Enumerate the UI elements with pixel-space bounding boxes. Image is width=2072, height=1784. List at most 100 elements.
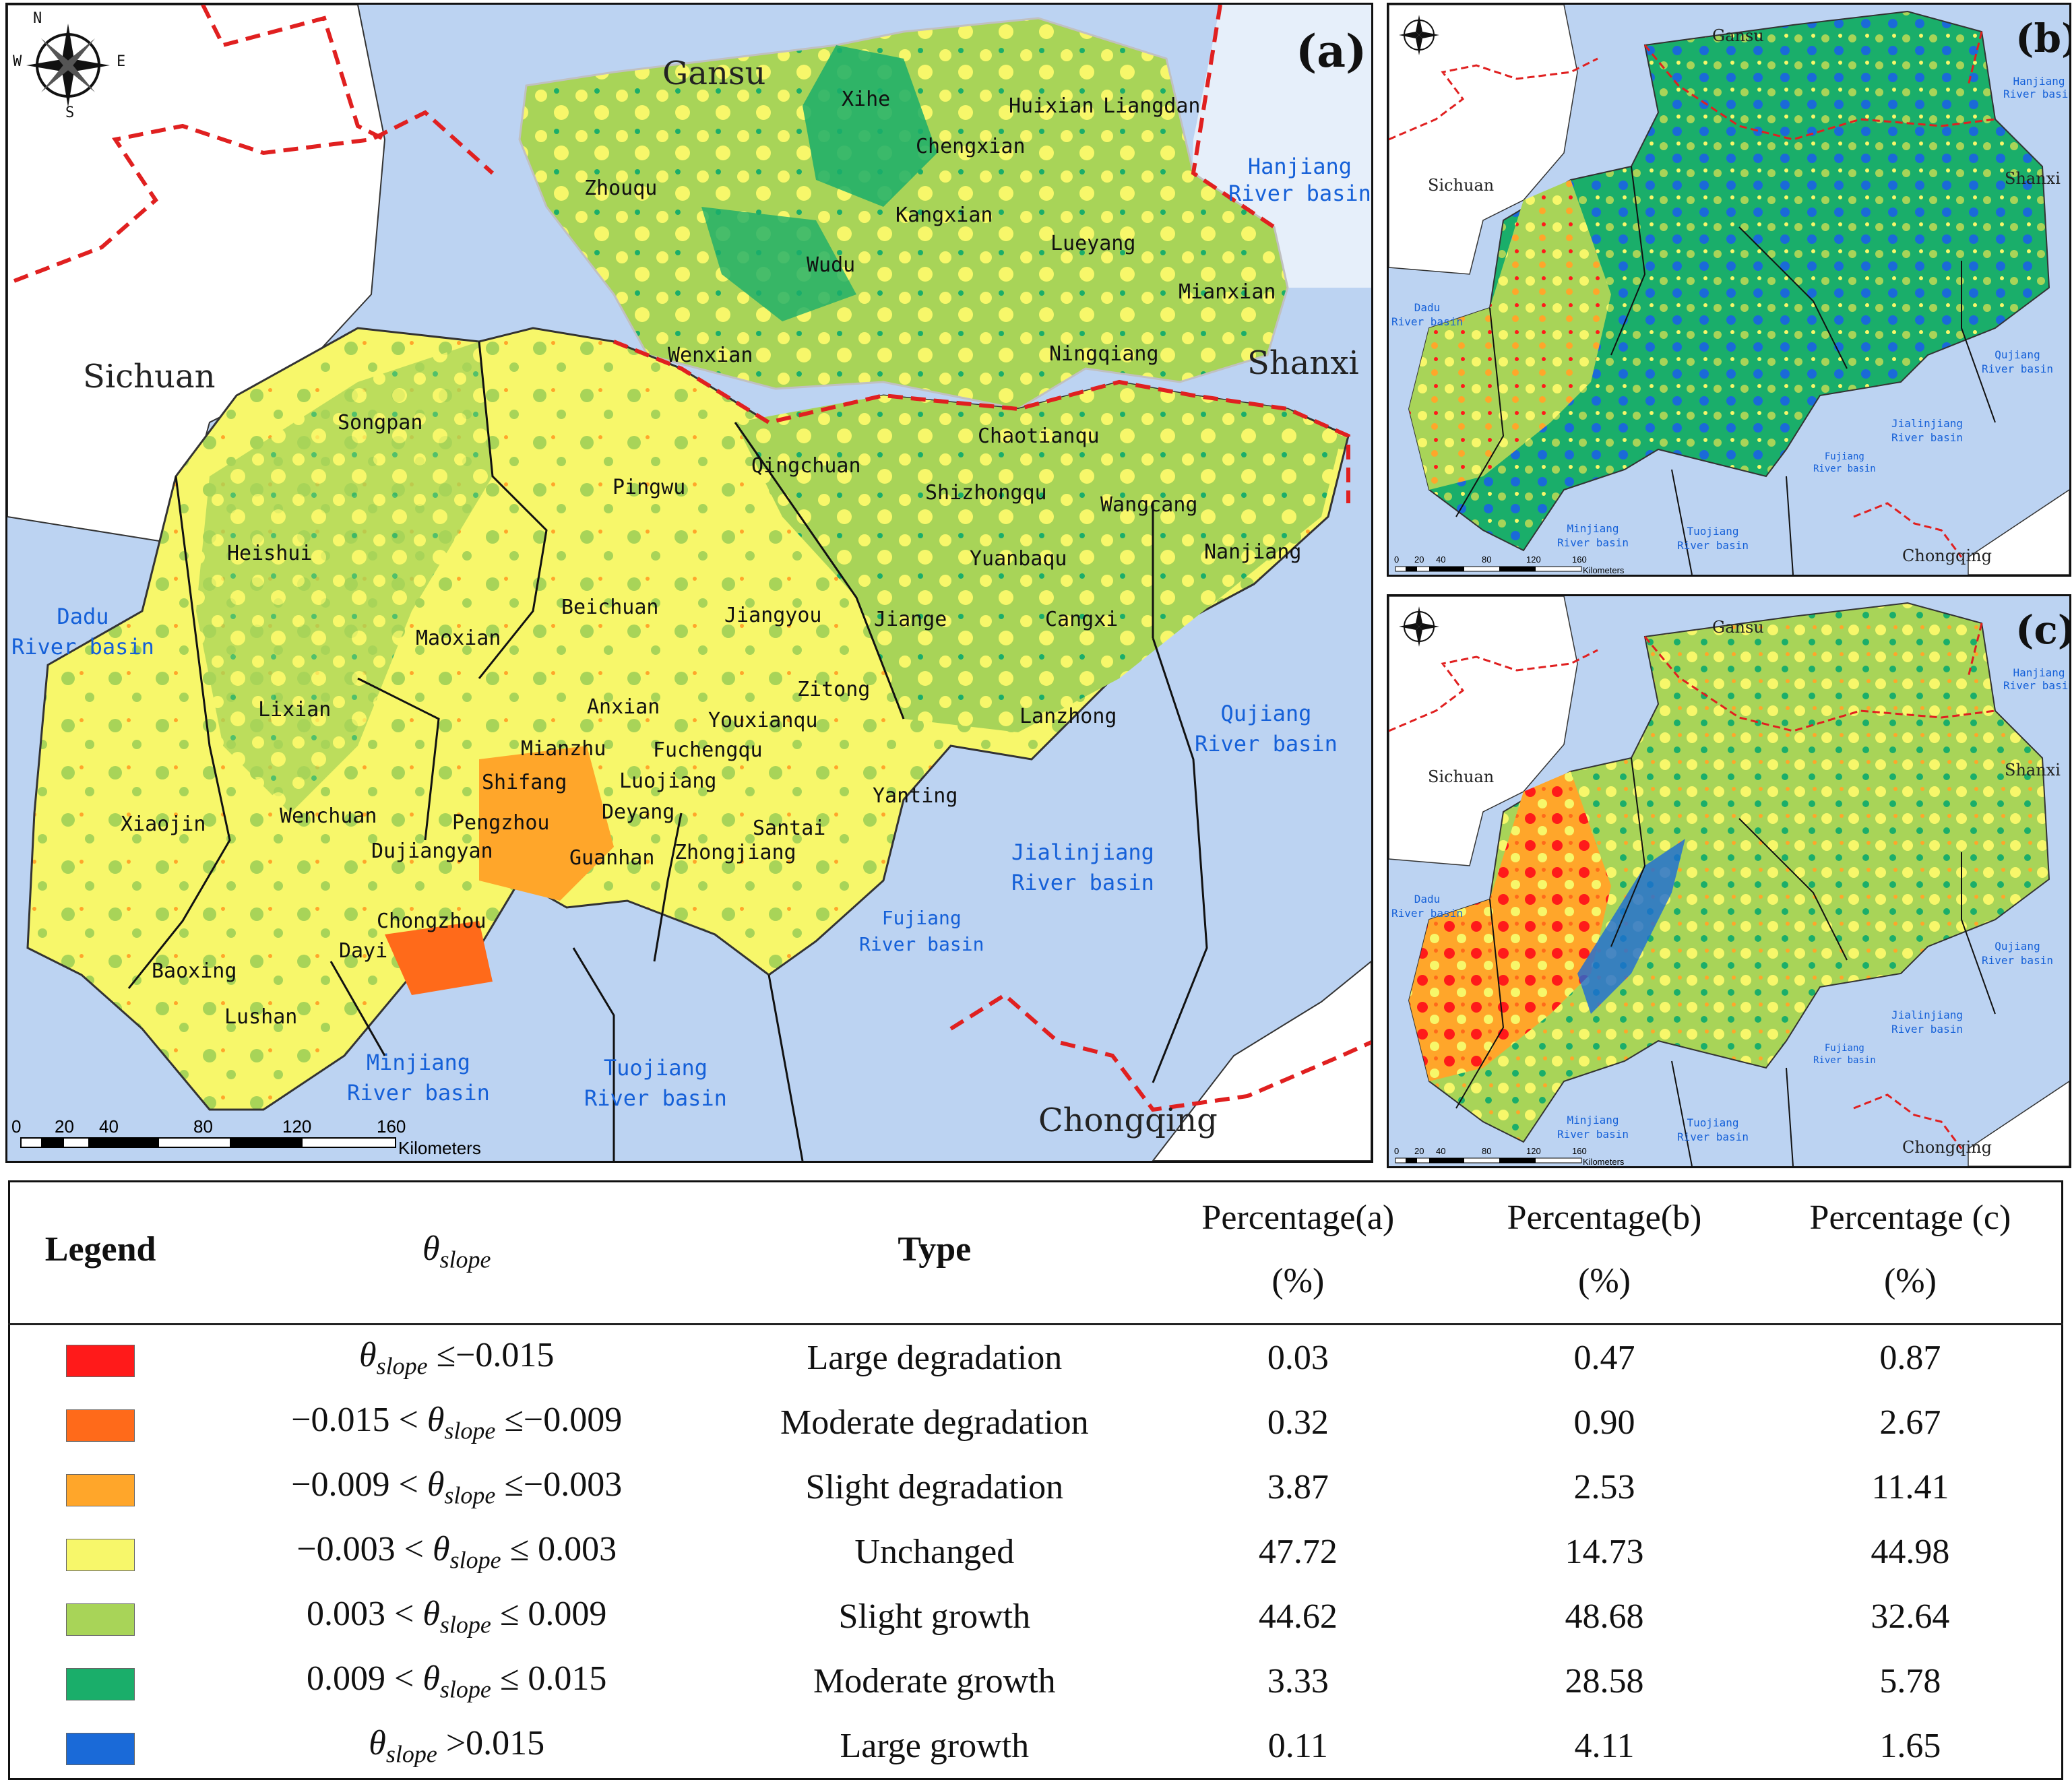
county-label: Wudu [807, 253, 856, 277]
legend-swatch-cell [9, 1519, 191, 1584]
percentage-a: 44.62 [1258, 1597, 1338, 1636]
county-label: Deyang [602, 800, 675, 824]
range-upper: ≤ 0.015 [491, 1659, 607, 1698]
percentage-a: 3.87 [1267, 1467, 1329, 1506]
county-label: Nanjiang [1204, 540, 1302, 564]
scale-tick: 40 [99, 1116, 119, 1137]
map-c-canvas [1389, 596, 2069, 1166]
basin-jialinjiang-label: Jialinjiang River basin [1891, 1009, 1963, 1036]
county-label: Yuanbaqu [970, 547, 1067, 571]
county-label: Kangxian [896, 203, 993, 227]
scale-tick: 160 [377, 1116, 406, 1137]
county-label: Mianzhu [521, 737, 606, 761]
county-label: Shizhongqu [925, 481, 1047, 505]
county-label: Beichuan [561, 596, 659, 619]
range-upper: ≤ 0.009 [491, 1594, 607, 1633]
percentage-c: 5.78 [1879, 1661, 1941, 1700]
scale-tick: 120 [282, 1116, 312, 1137]
percentage-c: 44.98 [1871, 1532, 1950, 1571]
legend-swatch-cell [9, 1649, 191, 1713]
percentage-a: 0.11 [1267, 1726, 1328, 1765]
basin-hanjiang-label: Hanjiang River basin [2003, 75, 2069, 101]
theta-symbol: θslope [422, 1594, 491, 1638]
province-shanxi-label: Shanxi [1247, 344, 1359, 382]
theta-range: −0.015 < θslope ≤−0.009 [191, 1390, 722, 1455]
basin-minjiang-label: Minjiang River basin [1557, 522, 1629, 549]
county-label: Shifang [482, 771, 567, 794]
percentage-c-header: Percentage (c) (%) [1759, 1181, 2063, 1326]
type-header: Type [722, 1181, 1147, 1326]
basin-tuojiang-label: Tuojiang River basin [1677, 525, 1749, 552]
basin-hanjiang-label: Hanjiang River basin [1228, 154, 1371, 206]
county-label: Lueyang [1050, 232, 1136, 255]
green-patch-2 [701, 207, 856, 321]
orange-patch-2 [385, 921, 493, 995]
county-label: Guanhan [569, 846, 655, 870]
county-label: Lushan [224, 1005, 298, 1029]
range-upper: ≤−0.003 [495, 1465, 623, 1504]
theta-subscript: slope [439, 1246, 491, 1273]
chongqing-outside-region [1152, 960, 1371, 1161]
province-gansu-label: Gansu [662, 55, 766, 92]
map-panel-a: N W E S (a) Gansu Sichuan Shanxi Chongqi… [5, 3, 1373, 1163]
county-label: Xiaojin [121, 813, 206, 836]
legend-swatch [66, 1667, 135, 1700]
legend-swatch-cell [9, 1455, 191, 1519]
basin-qujiang-label: Qujiang River basin [1982, 348, 2053, 375]
legend-swatch [66, 1409, 135, 1442]
change-type: Slight degradation [805, 1467, 1064, 1506]
theta-symbol: θ [422, 1230, 440, 1268]
legend-swatch-cell [9, 1325, 191, 1391]
green-west-region [196, 342, 493, 813]
legend-swatch [66, 1732, 135, 1765]
percentage-c: 2.67 [1879, 1403, 1941, 1442]
county-label: Liangdan [1103, 94, 1201, 118]
theta-range: 0.009 < θslope ≤ 0.015 [191, 1649, 722, 1713]
percentage-c: 1.65 [1879, 1726, 1941, 1765]
change-type: Unchanged [854, 1532, 1015, 1571]
scale-tick: 160 [1572, 1146, 1587, 1156]
percentage-a: 0.03 [1267, 1338, 1329, 1377]
panel-b-label: (b) [2015, 15, 2069, 61]
county-label: Songpan [338, 411, 423, 435]
county-label: Luojiang [619, 769, 717, 793]
theta-range: θslope ≤−0.015 [191, 1325, 722, 1391]
percentage-b: 2.53 [1573, 1467, 1635, 1506]
county-label: Santai [753, 817, 826, 840]
percentage-b-header: Percentage(b) (%) [1449, 1181, 1759, 1326]
province-gansu-label: Gansu [1712, 26, 1764, 45]
county-label: Zhongjiang [674, 841, 796, 864]
change-type: Moderate growth [813, 1661, 1056, 1700]
change-type: Large degradation [807, 1338, 1063, 1377]
panel-c-label: (c) [2015, 607, 2071, 653]
map-panel-b: (b) Gansu Sichuan Shanxi Chongqing Hanji… [1387, 3, 2071, 577]
basin-tuojiang-label: Tuojiang River basin [584, 1055, 727, 1111]
province-chongqing-label: Chongqing [1038, 1102, 1218, 1139]
percentage-b-header-line2: (%) [1578, 1261, 1631, 1300]
county-label: Cangxi [1045, 608, 1119, 631]
province-shanxi-label: Shanxi [2005, 761, 2061, 779]
range-upper: >0.015 [437, 1723, 545, 1762]
county-label: Lanzhong [1019, 705, 1117, 728]
legend-header: Legend [9, 1181, 191, 1326]
county-label: Dayi [339, 939, 388, 963]
county-label: Jiange [874, 608, 947, 631]
county-label: Wenxian [668, 344, 753, 367]
green-patch-1 [803, 45, 937, 207]
theta-range: 0.003 < θslope ≤ 0.009 [191, 1584, 722, 1649]
legend-row: 0.003 < θslope ≤ 0.009 Slight growth 44.62… [9, 1584, 2063, 1649]
range-lower: 0.009 < [307, 1659, 423, 1698]
map-b-canvas [1389, 5, 2069, 575]
range-upper: ≤−0.009 [495, 1400, 623, 1439]
county-label: Maoxian [416, 627, 501, 650]
green-east-region [735, 382, 1342, 732]
percentage-c-header-line2: (%) [1883, 1261, 1937, 1300]
province-gansu-label: Gansu [1712, 618, 1764, 637]
legend-row: −0.003 < θslope ≤ 0.003 Unchanged 47.72 14.… [9, 1519, 2063, 1584]
percentage-c-header-line1: Percentage (c) [1809, 1199, 2011, 1237]
county-label: Lixian [258, 698, 332, 722]
scale-tick: 120 [1526, 554, 1541, 565]
basin-fujiang-label: Fujiang River basin [859, 907, 984, 956]
range-lower: −0.009 < [291, 1465, 427, 1504]
legend-row: 0.009 < θslope ≤ 0.015 Moderate growth 3.3… [9, 1649, 2063, 1713]
